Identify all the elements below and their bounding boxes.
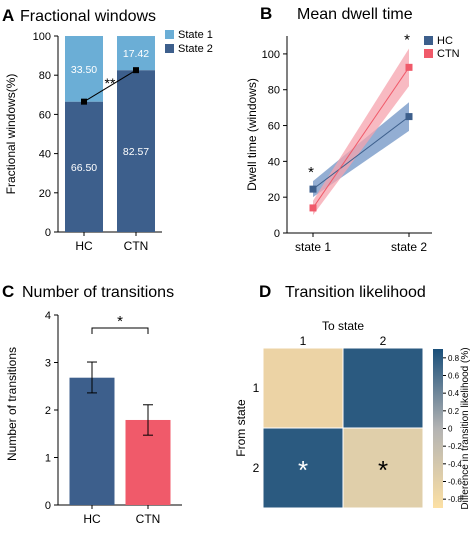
d-colorbar-tick-label: -0.6 <box>448 478 462 487</box>
b-x-tick-label: state 2 <box>391 240 427 254</box>
c-significance-label: * <box>117 313 123 330</box>
a-bar-segment <box>65 101 103 232</box>
b-y-tick-label: 0 <box>274 228 280 240</box>
d-heatmap-cell <box>262 347 344 429</box>
d-colorbar-tick-label: 0 <box>448 425 453 434</box>
d-heatmap-cell <box>342 347 424 429</box>
c-y-axis-label: Number of transitions <box>5 347 19 461</box>
a-connector-point <box>81 98 87 105</box>
a-bar-value-label: 17.42 <box>123 48 149 60</box>
a-legend-swatch <box>165 30 174 39</box>
c-x-tick-label: CTN <box>136 512 161 526</box>
d-y-axis-label: From state <box>234 399 248 457</box>
a-legend-label: State 1 <box>178 29 213 41</box>
b-data-point <box>309 185 317 193</box>
panel-c-title: Number of transitions <box>22 284 174 301</box>
panel-c-letter: C <box>2 282 14 301</box>
b-significance-label: * <box>308 164 314 181</box>
d-y-tick-label: 1 <box>253 381 260 395</box>
b-legend-label: CTN <box>437 48 460 60</box>
a-connector-line <box>83 69 137 103</box>
d-colorbar-tick-label: -0.2 <box>448 442 462 451</box>
a-significance-label: ** <box>105 75 116 91</box>
a-y-tick-label: 20 <box>39 188 51 200</box>
a-y-axis-label: Fractional windows(%) <box>4 74 18 195</box>
a-bar-value-label: 66.50 <box>71 162 97 174</box>
d-colorbar-tick-label: -0.8 <box>448 495 462 504</box>
a-y-tick-label: 100 <box>33 31 51 43</box>
c-y-tick-label: 1 <box>45 453 51 465</box>
c-bar <box>69 377 115 505</box>
d-colorbar-label: Difference in transition likelihood (%) <box>460 347 471 509</box>
a-legend-label: State 2 <box>178 43 213 55</box>
d-heatmap-cell <box>262 427 344 509</box>
d-colorbar <box>433 349 443 508</box>
a-x-tick-label: HC <box>75 239 93 253</box>
a-legend-swatch <box>165 44 174 53</box>
b-series-line <box>312 116 410 190</box>
a-x-tick-label: CTN <box>124 239 149 253</box>
d-colorbar-tick-label: 0.6 <box>448 372 460 381</box>
d-significance-label: * <box>378 455 388 485</box>
a-bar-value-label: 33.50 <box>71 64 97 76</box>
b-data-point <box>405 63 413 71</box>
panel-a: A Fractional windows 0 20 40 60 80 100 Fractio… <box>2 6 213 253</box>
panel-b-title: Mean dwell time <box>297 6 413 23</box>
a-bar-segment <box>65 36 103 102</box>
a-bar-segment <box>117 70 155 232</box>
c-y-tick-label: 0 <box>45 500 51 512</box>
a-bar-value-label: 82.57 <box>123 146 149 158</box>
panel-b-letter: B <box>260 4 272 23</box>
d-colorbar-tick-label: 0.2 <box>448 407 460 416</box>
b-y-tick-label: 40 <box>268 156 280 168</box>
b-legend-label: HC <box>437 35 453 47</box>
c-x-tick-label: HC <box>83 512 101 526</box>
d-y-tick-label: 2 <box>253 461 260 475</box>
panel-a-title: Fractional windows <box>20 8 156 25</box>
a-y-tick-label: 80 <box>39 70 51 82</box>
b-data-point <box>405 113 413 121</box>
d-significance-label: * <box>298 455 308 485</box>
c-y-tick-label: 3 <box>45 358 51 370</box>
panel-a-letter: A <box>2 6 14 25</box>
b-y-tick-label: 20 <box>268 192 280 204</box>
panel-d: D Transition likelihood To state 1 2 From s… <box>234 282 471 510</box>
chart-b: 0 20 40 60 80 100 Dwell time (windows) state 1 s… <box>245 32 460 254</box>
a-bar-segment <box>117 36 155 71</box>
d-x-tick-label: 2 <box>380 334 387 348</box>
b-y-tick-label: 60 <box>268 121 280 133</box>
d-colorbar-tick-label: 0.4 <box>448 389 460 398</box>
panel-d-title: Transition likelihood <box>285 284 426 301</box>
chart-a: 0 20 40 60 80 100 Fractional windows(%) 66.50 33… <box>4 29 213 253</box>
b-y-tick-label: 80 <box>268 85 280 97</box>
b-y-axis-label: Dwell time (windows) <box>245 78 259 191</box>
chart-d: To state 1 2 From state 1 2 * * 0.8 0.6 0.4 0.2 0 -0.… <box>234 319 471 510</box>
chart-c: 0 1 2 3 4 Number of transitions HC CTN * <box>5 310 182 526</box>
b-legend-swatch <box>424 36 433 45</box>
c-y-tick-label: 2 <box>45 405 51 417</box>
a-y-tick-label: 60 <box>39 109 51 121</box>
panel-c: C Number of transitions 0 1 2 3 4 Number of t… <box>2 282 182 526</box>
c-significance-bracket <box>91 327 149 334</box>
b-data-point <box>309 204 317 212</box>
b-x-tick-label: state 1 <box>295 240 331 254</box>
a-connector-point <box>133 67 139 74</box>
b-significance-label: * <box>404 32 410 49</box>
d-colorbar-tick-label: -0.4 <box>448 460 462 469</box>
d-heatmap-cell <box>342 427 424 509</box>
panel-d-letter: D <box>259 282 271 301</box>
d-x-tick-label: 1 <box>300 334 307 348</box>
d-x-axis-label: To state <box>322 319 364 333</box>
d-colorbar-tick-label: 0.8 <box>448 354 460 363</box>
b-y-tick-label: 100 <box>262 49 280 61</box>
c-y-tick-label: 4 <box>45 310 51 322</box>
panel-b: B Mean dwell time 0 20 40 60 80 100 Dwell time… <box>245 4 460 254</box>
a-y-tick-label: 40 <box>39 149 51 161</box>
a-y-tick-label: 0 <box>45 227 51 239</box>
b-legend-swatch <box>424 49 433 58</box>
b-series-line <box>312 67 410 209</box>
